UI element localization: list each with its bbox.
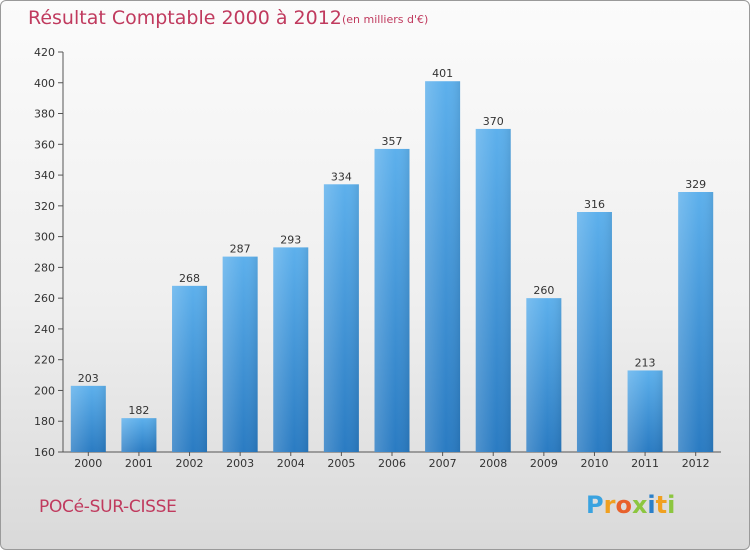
data-label: 268: [179, 272, 200, 285]
x-tick-label: 2004: [277, 457, 305, 470]
bar-shade: [70, 385, 106, 452]
bar-shade: [425, 81, 461, 452]
y-tick-label: 340: [34, 169, 55, 182]
x-tick-label: 2001: [125, 457, 153, 470]
commune-name: POCé-SUR-CISSE: [39, 497, 177, 517]
bar-shade: [576, 212, 612, 452]
chart-title: Résultat Comptable 2000 à 2012: [28, 7, 342, 29]
bar-shade: [627, 370, 663, 452]
data-label: 213: [635, 356, 656, 369]
data-label: 203: [78, 372, 99, 385]
bar-shade: [172, 285, 208, 452]
proxiti-logo: Proxiti: [586, 491, 675, 519]
bars: [70, 81, 714, 453]
data-label: 334: [331, 170, 352, 183]
y-tick-label: 220: [34, 354, 55, 367]
data-label: 293: [280, 233, 301, 246]
x-tick-label: 2003: [226, 457, 254, 470]
logo-letter: t: [655, 491, 668, 519]
y-tick-label: 180: [34, 415, 55, 428]
y-tick-label: 280: [34, 261, 55, 274]
chart-subtitle: (en milliers d'€): [342, 13, 429, 26]
bar-shade: [475, 128, 511, 452]
x-tick-label: 2009: [530, 457, 558, 470]
data-label: 370: [483, 115, 504, 128]
y-tick-label: 420: [34, 46, 55, 59]
bar-shade: [526, 298, 562, 452]
x-tick-label: 2008: [479, 457, 507, 470]
y-tick-label: 380: [34, 108, 55, 121]
data-label: 287: [230, 243, 251, 256]
y-tick-label: 240: [34, 323, 55, 336]
bar-shade: [273, 247, 309, 452]
y-tick-label: 160: [34, 446, 55, 459]
logo-letter: P: [586, 491, 604, 519]
x-tick-label: 2011: [631, 457, 659, 470]
y-tick-label: 360: [34, 138, 55, 151]
bar-shade: [222, 256, 258, 452]
data-label: 357: [382, 135, 403, 148]
data-label: 329: [685, 178, 706, 191]
data-labels: 203 182 268 287 293 334 357 401 370 260 316 213 329: [78, 67, 706, 417]
logo-letter: i: [667, 491, 676, 519]
x-tick-label: 2002: [176, 457, 204, 470]
y-tick-label: 260: [34, 292, 55, 305]
x-tick-label: 2006: [378, 457, 406, 470]
data-label: 182: [128, 404, 149, 417]
bar-shade: [323, 184, 359, 453]
bar-shade: [121, 418, 157, 452]
y-tick-label: 200: [34, 384, 55, 397]
logo-letter: r: [603, 491, 616, 519]
x-tick-label: 2007: [429, 457, 457, 470]
x-tick-label: 2010: [580, 457, 608, 470]
x-tick-label: 2000: [74, 457, 102, 470]
logo-letter: o: [615, 491, 632, 519]
y-tick-label: 400: [34, 77, 55, 90]
bar-shade: [678, 192, 714, 452]
x-tick-label: 2005: [327, 457, 355, 470]
data-label: 401: [432, 67, 453, 80]
logo-letter: x: [631, 491, 648, 519]
y-tick-label: 300: [34, 231, 55, 244]
data-label: 260: [533, 284, 554, 297]
x-tick-label: 2012: [682, 457, 710, 470]
logo-letter: i: [647, 491, 656, 519]
bar-shade: [374, 148, 410, 452]
y-tick-label: 320: [34, 200, 55, 213]
data-label: 316: [584, 198, 605, 211]
